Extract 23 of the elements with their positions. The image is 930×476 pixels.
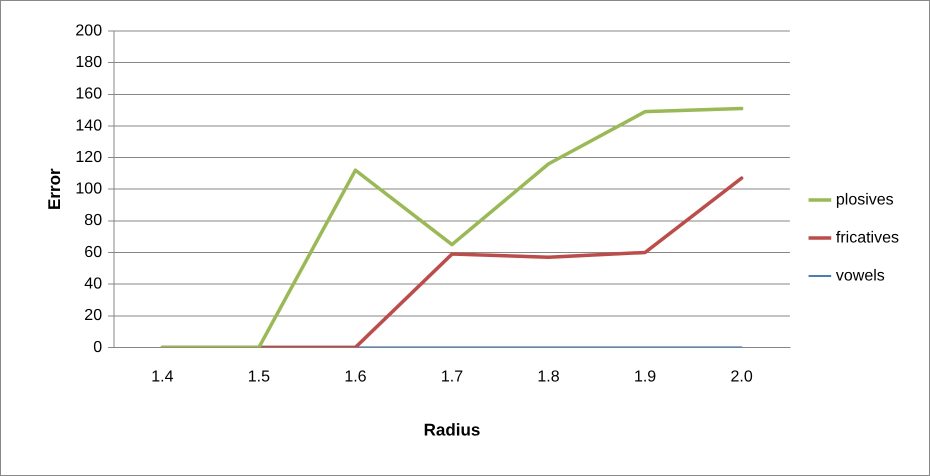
y-tick-label: 60 [84,244,102,261]
y-tick-label: 160 [75,86,102,103]
x-tick-label: 2.0 [730,368,753,386]
x-tick-label: 1.5 [248,368,270,386]
x-axis-title: Radius [424,420,480,440]
x-tick-label: 1.6 [344,368,367,386]
y-tick-label: 80 [84,212,102,230]
x-tick-label: 1.8 [537,368,560,386]
y-axis-title: Error [44,168,64,210]
y-tick-label: 40 [84,276,102,293]
y-tick-label: 200 [75,22,102,40]
legend-label: vowels [836,267,885,284]
x-tick-label: 1.4 [151,368,174,386]
y-tick-label: 100 [75,180,102,198]
legend-label: plosives [836,191,894,208]
y-tick-label: 0 [93,338,102,356]
y-tick-label: 20 [84,307,102,324]
x-tick-label: 1.9 [634,368,656,386]
legend-label: fricatives [836,229,899,246]
y-tick-label: 120 [75,148,102,166]
x-tick-label: 1.7 [440,368,464,386]
y-tick-label: 180 [75,54,102,72]
y-tick-label: 140 [75,117,102,134]
